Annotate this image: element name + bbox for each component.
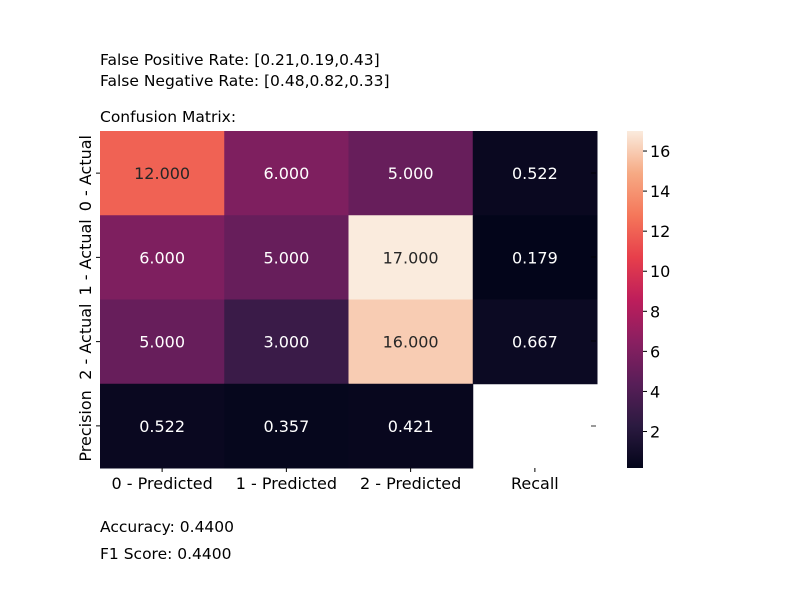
colorbar-ticks: 2 4 6 8 10 12 14 16 <box>643 142 670 442</box>
heatmap-cells: 12.000 6.000 5.000 0.522 6.000 5.000 17.000 0.1… <box>100 131 598 469</box>
y-tick-label: 2 - Actual <box>76 304 95 380</box>
colorbar-tick-label: 8 <box>650 302 660 321</box>
cell-value-label: 0.522 <box>512 164 558 183</box>
y-tick-label: Precision <box>76 390 95 461</box>
heatmap-cell <box>224 215 349 300</box>
colorbar <box>627 131 643 468</box>
cell-value-label: 16.000 <box>383 333 439 352</box>
colorbar-tick-label: 14 <box>650 182 670 201</box>
cell-value-label: 5.000 <box>388 164 434 183</box>
cell-value-label: 0.357 <box>263 417 309 436</box>
y-axis-ticks: 0 - Actual 1 - Actual 2 - Actual Precision <box>76 135 596 462</box>
heatmap-cell <box>100 215 225 300</box>
x-tick-label: 1 - Predicted <box>236 474 337 493</box>
cell-value-label: 12.000 <box>134 164 190 183</box>
x-tick-label: 2 - Predicted <box>360 474 461 493</box>
false-positive-rate-text: False Positive Rate: [0.21,0.19,0.43] <box>100 51 380 69</box>
heatmap-cell <box>348 383 474 469</box>
colorbar-tick-label: 10 <box>650 262 670 281</box>
cell-value-label: 0.522 <box>139 417 185 436</box>
heatmap-cell <box>100 299 225 385</box>
cell-value-label: 6.000 <box>139 248 185 267</box>
heatmap-cell <box>224 299 349 385</box>
colorbar-tick-label: 12 <box>650 222 670 241</box>
false-negative-rate-text: False Negative Rate: [0.48,0.82,0.33] <box>100 72 390 90</box>
heatmap-cell <box>224 131 349 216</box>
y-tick-label: 1 - Actual <box>76 219 95 295</box>
x-tick-label: Recall <box>511 474 559 493</box>
heatmap-cell <box>472 131 598 216</box>
colorbar-tick-label: 6 <box>650 342 660 361</box>
heatmap-cell <box>348 299 474 385</box>
colorbar-tick-label: 4 <box>650 382 660 401</box>
heatmap-cell <box>100 383 225 469</box>
heatmap-cell <box>224 383 349 469</box>
x-tick-label: 0 - Predicted <box>112 474 213 493</box>
x-axis-ticks: 0 - Predicted 1 - Predicted 2 - Predicted R… <box>112 468 559 493</box>
y-tick-label: 0 - Actual <box>76 135 95 211</box>
cell-value-label: 6.000 <box>263 164 309 183</box>
f1-score-text: F1 Score: 0.4400 <box>100 545 232 563</box>
cell-value-label: 0.421 <box>388 417 434 436</box>
heatmap-cell <box>348 131 474 216</box>
cell-value-label: 5.000 <box>139 333 185 352</box>
heatmap-cell <box>348 215 474 300</box>
cell-value-label: 3.000 <box>263 333 309 352</box>
heatmap-cell <box>472 299 598 385</box>
colorbar-tick-label: 2 <box>650 423 660 442</box>
heatmap-cell <box>100 131 225 216</box>
confusion-matrix-label: Confusion Matrix: <box>100 108 237 126</box>
heatmap-cell <box>472 215 598 300</box>
cell-value-label: 0.179 <box>512 248 558 267</box>
cell-value-label: 0.667 <box>512 333 558 352</box>
colorbar-tick-label: 16 <box>650 142 670 161</box>
accuracy-text: Accuracy: 0.4400 <box>100 518 235 536</box>
cell-value-label: 5.000 <box>263 248 309 267</box>
cell-value-label: 17.000 <box>383 248 439 267</box>
